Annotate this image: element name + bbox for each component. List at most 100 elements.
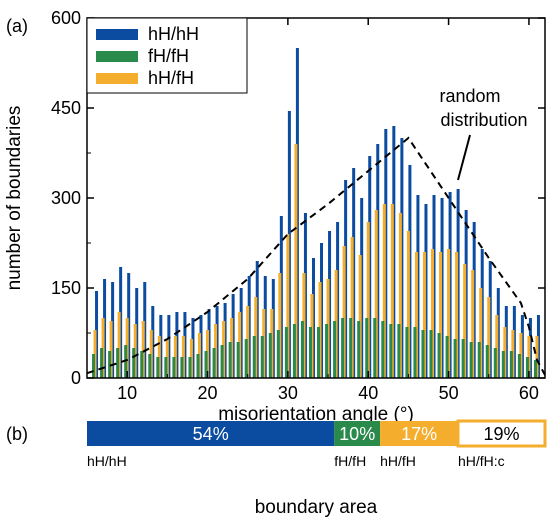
x-tick-label-50: 50 [439, 383, 459, 403]
bar-hH-fH-29 [278, 273, 282, 378]
bar-hH-fH-46 [414, 252, 418, 378]
bar-fH-fH-42 [381, 321, 385, 378]
bar-fH-fH-35 [325, 324, 329, 378]
random-distribution-curve [86, 136, 546, 376]
segment-label-hH-hH: hH/hH [87, 453, 127, 469]
bar-fH-fH-48 [429, 330, 433, 378]
bar-fH-fH-50 [445, 336, 449, 378]
bar-hH-fH-51 [455, 252, 459, 378]
bar-fH-fH-23 [228, 342, 232, 378]
panel-b-stacked-bar: 54% hH/hH 10% fH/fH 17% hH/fH 19% hH/fH:c [87, 419, 547, 469]
bar-fH-fH-38 [349, 318, 353, 378]
bar-hH-fH-44 [398, 213, 402, 378]
bar-fH-fH-33 [308, 327, 312, 378]
y-tick-label-450: 450 [51, 98, 81, 118]
bar-fH-fH-41 [373, 318, 377, 378]
bar-hH-fH-61 [535, 336, 539, 378]
segment-hH-hH [87, 421, 335, 446]
bar-hH-fH-48 [431, 249, 435, 378]
panel-b-axis-label: boundary area [255, 497, 378, 518]
segment-percent-hH-fH: 17% [401, 424, 437, 444]
bar-fH-fH-31 [292, 324, 296, 378]
y-tick-label-600: 600 [51, 8, 81, 28]
x-tick-label-60: 60 [519, 383, 539, 403]
bar-hH-fH-54 [479, 288, 483, 378]
bar-fH-fH-34 [317, 327, 321, 378]
bar-hH-fH-50 [447, 249, 451, 378]
x-tick-label-30: 30 [278, 383, 298, 403]
legend-label-hH-fH: hH/fH [148, 68, 194, 88]
x-tick-label-10: 10 [117, 383, 137, 403]
bar-fH-fH-26 [252, 336, 256, 378]
legend-swatch-fH-fH [96, 51, 138, 62]
bar-fH-fH-53 [469, 342, 473, 378]
bar-fH-fH-27 [260, 336, 264, 378]
bar-fH-fH-61 [533, 360, 537, 378]
bar-fH-fH-47 [421, 330, 425, 378]
bar-hH-fH-42 [382, 204, 386, 378]
bar-fH-fH-6 [92, 354, 96, 378]
bar-fH-fH-45 [405, 327, 409, 378]
y-axis-label: number of boundaries [4, 106, 25, 291]
bar-fH-fH-13 [148, 354, 152, 378]
y-tick-label-150: 150 [51, 278, 81, 298]
bar-hH-fH-56 [495, 315, 499, 378]
bar-hH-fH-53 [471, 270, 475, 378]
bar-hH-fH-43 [390, 204, 394, 378]
bar-fH-fH-55 [485, 345, 489, 378]
y-tick-label-0: 0 [71, 368, 81, 388]
bar-fH-fH-51 [453, 339, 457, 378]
panel-a-label: (a) [6, 16, 28, 36]
segment-label-fH-fH: fH/fH [334, 453, 366, 469]
bar-fH-fH-25 [244, 339, 248, 378]
bar-fH-fH-16 [172, 357, 176, 378]
bar-fH-fH-44 [397, 324, 401, 378]
bar-fH-fH-57 [501, 351, 505, 378]
bar-fH-fH-54 [477, 342, 481, 378]
y-tick-label-300: 300 [51, 188, 81, 208]
bar-fH-fH-15 [164, 357, 168, 378]
legend-label-hH-hH: hH/hH [148, 24, 199, 44]
bar-hH-fH-31 [294, 144, 298, 378]
legend-label-fH-fH: fH/fH [148, 46, 189, 66]
bar-hH-fH-52 [463, 264, 467, 378]
segment-percent-fH-fH: 10% [339, 424, 375, 444]
annotation-line-2: distribution [440, 110, 527, 130]
bar-fH-fH-21 [212, 348, 216, 378]
bar-hH-fH-38 [350, 237, 354, 378]
x-tick-label-40: 40 [358, 383, 378, 403]
bar-fH-fH-29 [276, 330, 280, 378]
bar-fH-fH-36 [333, 321, 337, 378]
bar-hH-fH-30 [286, 234, 290, 378]
bar-hH-fH-41 [374, 210, 378, 378]
legend: hH/hH fH/fH hH/fH [86, 17, 248, 94]
segment-fH-fH [334, 421, 381, 446]
panel-b-label: (b) [6, 424, 28, 444]
bar-hH-fH-39 [358, 255, 362, 378]
legend-swatch-hH-hH [96, 29, 138, 40]
bar-hH-fH-45 [406, 231, 410, 378]
bar-fH-fH-14 [156, 357, 160, 378]
bar-fH-fH-11 [132, 348, 136, 378]
segment-percent-hH-fH-c: 19% [483, 424, 519, 444]
x-tick-label-20: 20 [198, 383, 218, 403]
bar-hH-fH-9 [117, 312, 121, 378]
segment-hH-fH-c [456, 419, 547, 448]
legend-swatch-hH-fH [96, 73, 138, 84]
segment-label-hH-fH-c: hH/fH:c [458, 453, 505, 469]
bar-hH-fH-12 [141, 321, 145, 378]
bar-fH-fH-52 [461, 339, 465, 378]
bar-fH-fH-19 [196, 354, 200, 378]
bar-fH-fH-24 [236, 342, 240, 378]
bar-fH-fH-28 [268, 333, 272, 378]
x-axis-label: misorientation angle (°) [218, 404, 414, 425]
bar-fH-fH-46 [413, 327, 417, 378]
bar-fH-fH-7 [100, 348, 104, 378]
bar-fH-fH-59 [517, 354, 521, 378]
bar-fH-fH-18 [188, 357, 192, 378]
annotation-arrow [457, 134, 471, 181]
bar-fH-fH-56 [493, 348, 497, 378]
bar-hH-fH-49 [439, 252, 443, 378]
